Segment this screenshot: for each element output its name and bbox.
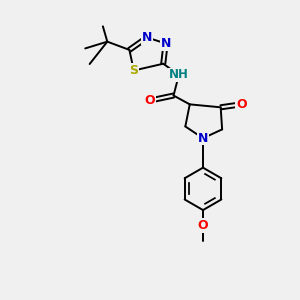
Text: O: O (145, 94, 155, 107)
Text: N: N (142, 31, 152, 44)
Text: O: O (198, 219, 208, 232)
Text: O: O (236, 98, 247, 111)
Text: S: S (129, 64, 138, 77)
Text: N: N (198, 132, 208, 145)
Text: NH: NH (169, 68, 189, 81)
Text: N: N (160, 37, 171, 50)
